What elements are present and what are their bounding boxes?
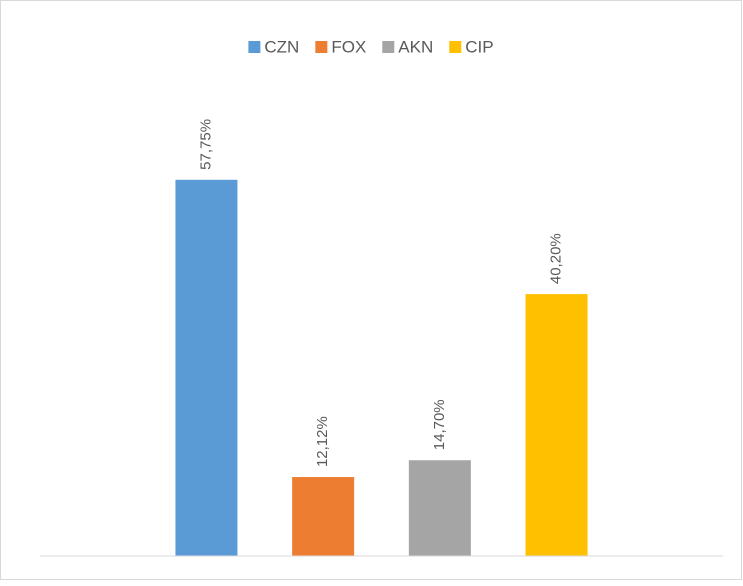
legend-label: FOX (331, 37, 366, 56)
data-label: 40,20% (548, 233, 565, 284)
legend: CZN FOX AKN CIP (248, 37, 494, 56)
bar (175, 179, 238, 557)
legend-label: CIP (465, 37, 493, 56)
bar (408, 460, 471, 556)
legend-swatch (315, 41, 328, 53)
bar (525, 294, 588, 556)
data-label: 12,12% (314, 416, 331, 467)
legend-label: CZN (264, 37, 299, 56)
legend-label: AKN (398, 37, 433, 56)
legend-swatch (382, 41, 395, 53)
bar (292, 477, 355, 556)
data-label: 14,70% (431, 399, 448, 450)
data-label: 57,75% (197, 119, 214, 170)
legend-swatch (449, 41, 462, 53)
legend-swatch (248, 41, 261, 53)
